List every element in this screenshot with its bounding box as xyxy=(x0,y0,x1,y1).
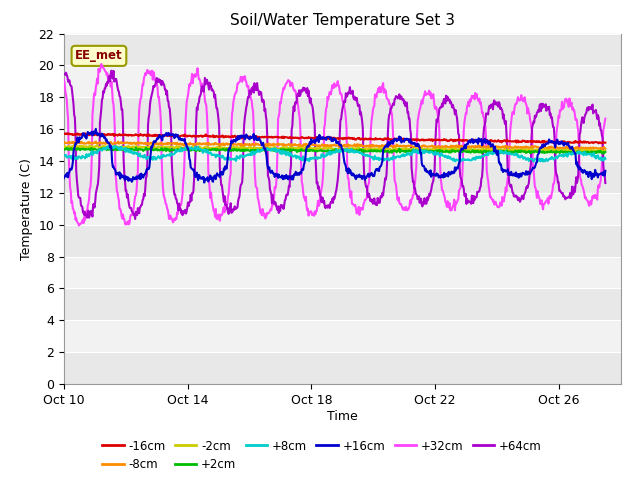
Bar xyxy=(64,161,621,193)
Bar xyxy=(64,34,621,65)
Bar xyxy=(64,320,621,352)
Bar xyxy=(64,257,621,288)
Bar xyxy=(64,65,621,97)
Bar xyxy=(64,193,621,225)
Text: EE_met: EE_met xyxy=(75,49,123,62)
Title: Soil/Water Temperature Set 3: Soil/Water Temperature Set 3 xyxy=(230,13,455,28)
Bar xyxy=(64,129,621,161)
X-axis label: Time: Time xyxy=(327,409,358,422)
Bar xyxy=(64,288,621,320)
Y-axis label: Temperature (C): Temperature (C) xyxy=(20,158,33,260)
Bar xyxy=(64,97,621,129)
Bar xyxy=(64,225,621,257)
Bar xyxy=(64,352,621,384)
Legend: -16cm, -8cm, -2cm, +2cm, +8cm, +16cm, +32cm, +64cm: -16cm, -8cm, -2cm, +2cm, +8cm, +16cm, +3… xyxy=(98,435,546,476)
